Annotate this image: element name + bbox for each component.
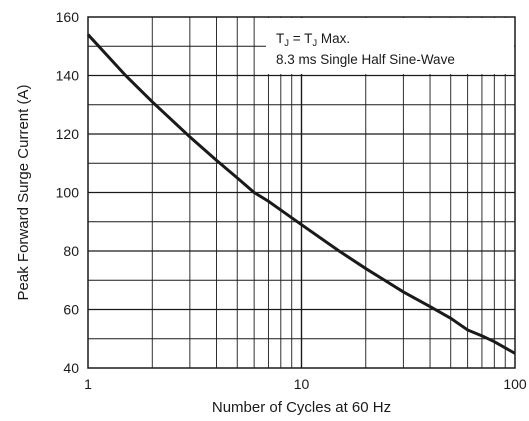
x-tick-label: 1 [84,376,92,392]
y-tick-label: 160 [56,9,80,25]
annotation-sub2: J [312,38,317,49]
y-tick-label: 140 [56,68,80,84]
y-tick-labels: 40 60 80 100 120 140 160 [56,9,80,376]
x-tick-labels: 1 10 100 [84,376,527,392]
major-gridlines [88,17,515,368]
annotation-sub1: J [284,38,289,49]
annotation-line-1: TJ = TJ Max. [276,31,350,49]
series-line [86,33,516,355]
x-tick-label: 100 [503,376,527,392]
y-tick-label: 100 [56,185,80,201]
x-tick-label: 10 [294,376,310,392]
y-tick-label: 120 [56,126,80,142]
y-tick-label: 40 [63,360,79,376]
x-axis-label: Number of Cycles at 60 Hz [212,399,391,416]
annotation-box [266,18,514,74]
plot-frame [87,16,516,369]
annotation-line-2: 8.3 ms Single Half Sine-Wave [276,52,455,67]
y-tick-label: 80 [63,243,79,259]
annotation-eq: = T [289,31,312,46]
y-tick-label: 60 [63,302,79,318]
annotation-t1: T [276,31,284,46]
annotation-rest: Max. [317,31,350,46]
y-axis-label: Peak Forward Surge Current (A) [15,85,32,301]
